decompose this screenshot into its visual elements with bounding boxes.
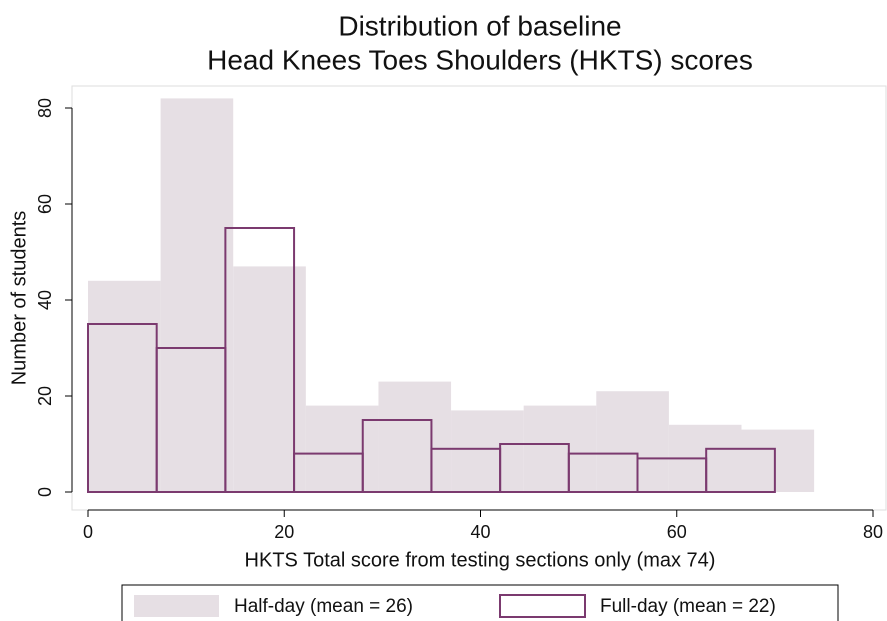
x-tick-label: 0 [83, 522, 93, 542]
x-tick-label: 80 [863, 522, 883, 542]
x-tick-label: 40 [470, 522, 490, 542]
histogram-bar [224, 227, 296, 493]
x-tick-label: 20 [274, 522, 294, 542]
histogram-bar [523, 405, 597, 492]
y-tick-label: 80 [35, 98, 55, 118]
histogram-bar [160, 98, 234, 493]
histogram-bar [378, 381, 452, 492]
y-tick-label: 20 [35, 386, 55, 406]
histogram-bar [705, 447, 776, 493]
histogram-bar [451, 410, 524, 492]
x-tick-label: 60 [667, 522, 687, 542]
legend-label: Half-day (mean = 26) [234, 596, 413, 617]
y-tick-label: 0 [35, 487, 55, 497]
y-axis-label: Number of students [8, 211, 30, 386]
legend-swatch [499, 594, 586, 618]
histogram-bar [596, 391, 669, 492]
y-tick-label: 40 [35, 290, 55, 310]
legend-box [121, 584, 839, 621]
histogram-bar [305, 405, 379, 492]
legend-swatch [134, 595, 219, 617]
chart-title: Head Knees Toes Shoulders (HKTS) scores [207, 44, 753, 75]
histogram-bar [88, 280, 161, 492]
y-tick-label: 60 [35, 194, 55, 214]
legend-label: Full-day (mean = 22) [600, 596, 776, 617]
histogram-bar [741, 429, 815, 492]
x-axis-label: HKTS Total score from testing sections o… [245, 549, 716, 571]
chart-title: Distribution of baseline [338, 10, 621, 41]
